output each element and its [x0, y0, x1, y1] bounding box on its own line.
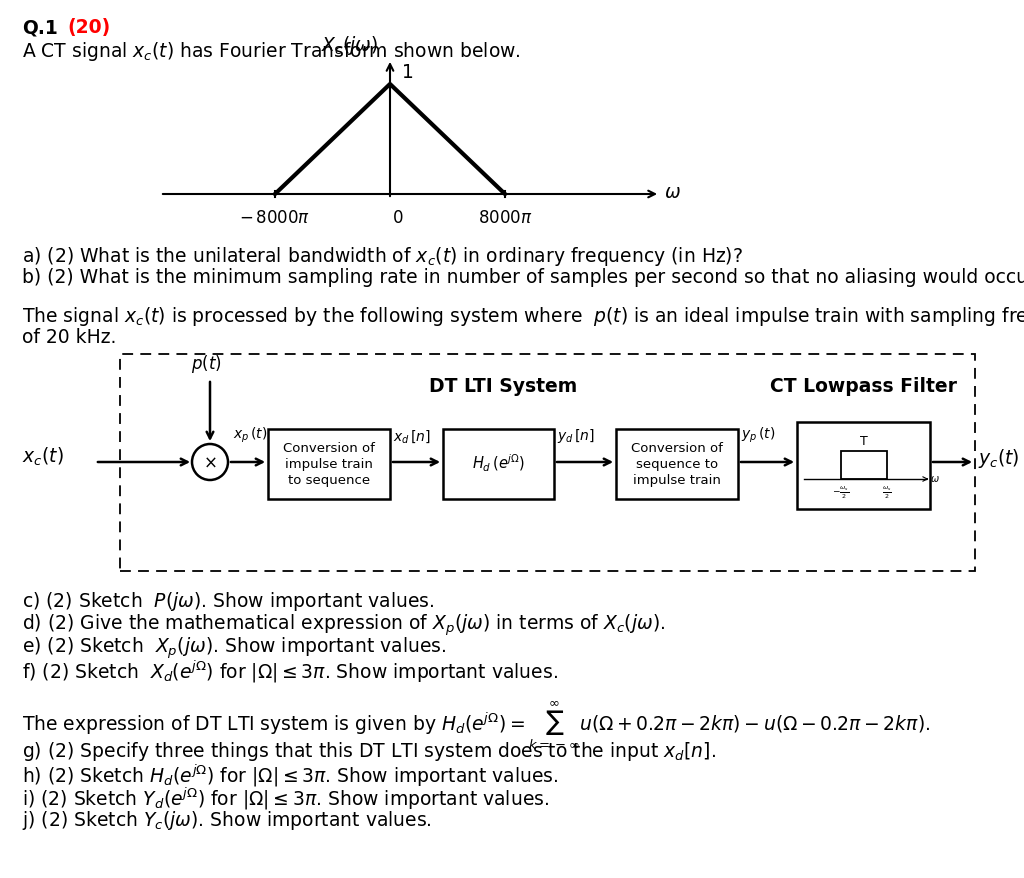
Text: $x_p\,(t)$: $x_p\,(t)$	[233, 425, 267, 444]
Text: $-\frac{\omega_s}{2}$: $-\frac{\omega_s}{2}$	[831, 485, 849, 500]
Text: f) (2) Sketch  $X_d(e^{j\Omega})$ for $|\Omega| \leq 3\pi$. Show important value: f) (2) Sketch $X_d(e^{j\Omega})$ for $|\…	[22, 658, 558, 685]
Text: c) (2) Sketch  $P(j\omega)$. Show important values.: c) (2) Sketch $P(j\omega)$. Show importa…	[22, 589, 434, 612]
Text: $p(t)$: $p(t)$	[190, 353, 221, 375]
Text: $\frac{\omega_s}{2}$: $\frac{\omega_s}{2}$	[882, 485, 891, 500]
Text: $0$: $0$	[392, 209, 403, 227]
Text: j) (2) Sketch $Y_c(j\omega)$. Show important values.: j) (2) Sketch $Y_c(j\omega)$. Show impor…	[22, 808, 432, 831]
Text: $\omega$: $\omega$	[931, 473, 940, 484]
Text: impulse train: impulse train	[285, 457, 373, 471]
Text: The expression of DT LTI system is given by $H_d(e^{j\Omega}) = \sum_{k=-\infty}: The expression of DT LTI system is given…	[22, 697, 930, 751]
Bar	[443, 429, 554, 500]
Text: $8000\pi$: $8000\pi$	[478, 209, 532, 227]
Text: (20): (20)	[67, 18, 111, 37]
Text: h) (2) Sketch $H_d(e^{j\Omega})$ for $|\Omega| \leq 3\pi$. Show important values: h) (2) Sketch $H_d(e^{j\Omega})$ for $|\…	[22, 762, 558, 788]
Text: Conversion of: Conversion of	[283, 442, 375, 455]
Text: Conversion of: Conversion of	[631, 442, 723, 455]
Bar	[616, 429, 738, 500]
Text: $\times$: $\times$	[203, 453, 217, 471]
Text: b) (2) What is the minimum sampling rate in number of samples per second so that: b) (2) What is the minimum sampling rate…	[22, 268, 1024, 287]
Text: Q.1: Q.1	[22, 18, 57, 37]
Text: $x_d\,[n]$: $x_d\,[n]$	[393, 428, 431, 444]
Text: a) (2) What is the unilateral bandwidth of $x_c(t)$ in ordinary frequency (in Hz: a) (2) What is the unilateral bandwidth …	[22, 245, 743, 268]
Text: DT LTI System: DT LTI System	[429, 377, 578, 396]
Text: $y_c(t)$: $y_c(t)$	[978, 447, 1020, 470]
Text: 1: 1	[402, 63, 414, 82]
Text: $H_d\,(e^{j\Omega})$: $H_d\,(e^{j\Omega})$	[472, 452, 525, 473]
Text: CT Lowpass Filter: CT Lowpass Filter	[770, 377, 957, 396]
Text: $-\, 8000\pi$: $-\, 8000\pi$	[240, 209, 310, 227]
Text: $y_p\,(t)$: $y_p\,(t)$	[741, 425, 775, 444]
Text: T: T	[859, 435, 867, 448]
Bar	[841, 451, 887, 479]
Text: $x_c(t)$: $x_c(t)$	[22, 445, 63, 468]
Text: $\omega$: $\omega$	[664, 184, 681, 202]
Text: A CT signal $x_c(t)$ has Fourier Transform shown below.: A CT signal $x_c(t)$ has Fourier Transfo…	[22, 40, 521, 63]
Text: impulse train: impulse train	[633, 473, 721, 486]
Text: to sequence: to sequence	[288, 473, 370, 486]
Text: i) (2) Sketch $Y_d(e^{j\Omega})$ for $|\Omega| \leq 3\pi$. Show important values: i) (2) Sketch $Y_d(e^{j\Omega})$ for $|\…	[22, 785, 549, 811]
Text: $y_d\,[n]$: $y_d\,[n]$	[557, 427, 595, 444]
Text: sequence to: sequence to	[636, 457, 718, 471]
Text: of 20 kHz.: of 20 kHz.	[22, 327, 117, 347]
Text: The signal $x_c(t)$ is processed by the following system where  $p(t)$ is an ide: The signal $x_c(t)$ is processed by the …	[22, 305, 1024, 327]
Text: d) (2) Give the mathematical expression of $X_p(j\omega)$ in terms of $X_c(j\ome: d) (2) Give the mathematical expression …	[22, 612, 666, 637]
Text: $X_c(j\omega)$: $X_c(j\omega)$	[321, 34, 378, 57]
Bar	[120, 355, 975, 572]
Text: e) (2) Sketch  $X_p(j\omega)$. Show important values.: e) (2) Sketch $X_p(j\omega)$. Show impor…	[22, 636, 446, 661]
Bar	[797, 422, 930, 509]
Bar	[268, 429, 390, 500]
Text: g) (2) Specify three things that this DT LTI system does to the input $x_d[n]$.: g) (2) Specify three things that this DT…	[22, 739, 716, 762]
